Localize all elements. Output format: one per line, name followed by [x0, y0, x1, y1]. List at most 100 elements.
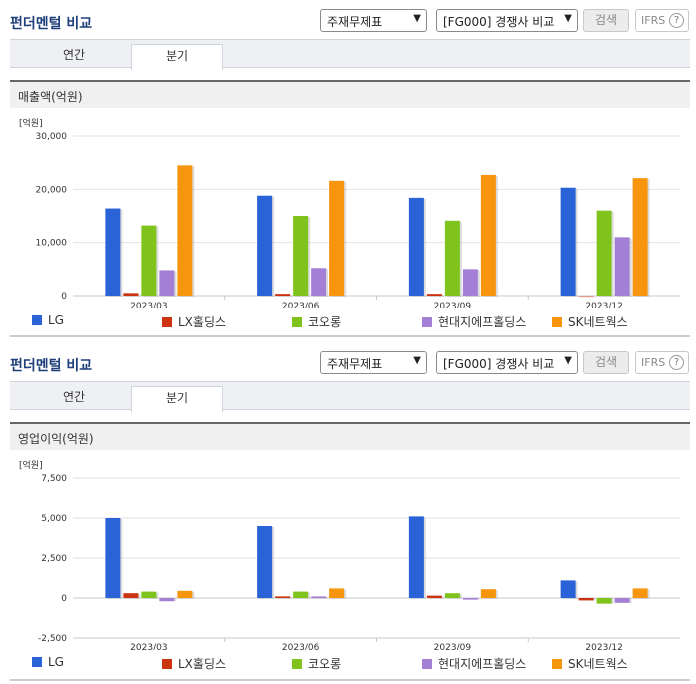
bar-5: [329, 588, 345, 598]
bar-1: [408, 516, 424, 598]
tab-quarterly[interactable]: 분기: [131, 386, 223, 412]
bar-shadow: [277, 295, 293, 297]
statement-select[interactable]: 주재무제표 ▼: [320, 351, 427, 374]
bar-2: [123, 293, 139, 296]
bar-2: [578, 296, 594, 297]
chevron-down-icon: ▼: [564, 13, 572, 24]
legend-item[interactable]: LX홀딩스: [162, 655, 226, 672]
x-category-label: 2023/06: [282, 643, 320, 650]
legend-swatch: [552, 317, 562, 327]
chart-subtitle-bar: 영업이익(억원): [10, 422, 690, 450]
bar-2: [275, 294, 291, 296]
panel-header: 펀더멘털 비교 주재무제표 ▼ [FG000] 경쟁사 비교 ▼ 검색 IFRS…: [0, 0, 696, 38]
bar-1: [560, 580, 576, 598]
chevron-down-icon: ▼: [413, 355, 421, 366]
bar-1: [257, 195, 273, 296]
bar-1: [257, 526, 273, 598]
ifrs-help-button[interactable]: IFRS ?: [635, 9, 689, 32]
bar-2: [123, 593, 139, 598]
bar-2: [426, 595, 442, 598]
tab-annual[interactable]: 연간: [62, 390, 86, 404]
operating-income-chart: [억원] -2,500 0 2,500 5,000 7,500 2023/03 2023/06…: [0, 450, 696, 676]
tab-quarterly[interactable]: 분기: [131, 44, 223, 70]
legend-label: 현대지에프홀딩스: [438, 657, 527, 671]
y-tick-label: 7,500: [41, 474, 67, 484]
legend-swatch: [422, 659, 432, 669]
sales-chart: [억원] 0 10,000 20,000 30,000 2023/03 2023/06 202…: [0, 108, 696, 334]
y-tick-label: 2,500: [41, 554, 67, 564]
divider: [10, 335, 690, 337]
bar-3: [444, 593, 460, 598]
bar-2: [275, 596, 291, 598]
help-icon: ?: [669, 13, 684, 28]
chart-legend: LG LX홀딩스 코오롱 현대지에프홀딩스 SK네트웍스: [0, 655, 696, 675]
legend-swatch: [162, 659, 172, 669]
panel-title: 펀더멘털 비교: [10, 16, 93, 32]
x-category-label: 2023/06: [282, 302, 320, 308]
legend-label: SK네트웍스: [568, 315, 628, 329]
fundamental-panel-operating-income: 펀더멘털 비교 주재무제표 ▼ [FG000] 경쟁사 비교 ▼ 검색 IFRS…: [0, 342, 696, 684]
peer-group-select[interactable]: [FG000] 경쟁사 비교 ▼: [436, 9, 578, 32]
chevron-down-icon: ▼: [564, 355, 572, 366]
bar-1: [560, 187, 576, 296]
legend-item[interactable]: SK네트웍스: [552, 313, 628, 330]
legend-label: LX홀딩스: [178, 657, 227, 671]
bar-3: [141, 225, 157, 296]
chart-subtitle: 매출액(억원): [18, 90, 83, 104]
bar-3: [444, 220, 460, 296]
legend-item[interactable]: LX홀딩스: [162, 313, 226, 330]
period-tabs: 연간 분기: [10, 381, 690, 412]
tab-annual[interactable]: 연간: [62, 48, 86, 62]
legend-item[interactable]: 코오롱: [292, 655, 341, 672]
legend-item[interactable]: LG: [32, 313, 64, 327]
help-icon: ?: [669, 355, 684, 370]
y-tick-label: -2,500: [38, 634, 67, 644]
legend-item[interactable]: 현대지에프홀딩스: [422, 313, 526, 330]
bar-shadow: [428, 295, 444, 297]
fundamental-panel-sales: 펀더멘털 비교 주재무제표 ▼ [FG000] 경쟁사 비교 ▼ 검색 IFRS…: [0, 0, 696, 337]
search-button[interactable]: 검색: [583, 351, 629, 374]
legend-swatch: [292, 317, 302, 327]
legend-item[interactable]: 코오롱: [292, 313, 341, 330]
x-category-label: 2023/09: [434, 643, 472, 650]
legend-swatch: [292, 659, 302, 669]
bar-4: [159, 270, 175, 296]
ifrs-help-button[interactable]: IFRS ?: [635, 351, 689, 374]
legend-item[interactable]: LG: [32, 655, 64, 669]
peer-group-select[interactable]: [FG000] 경쟁사 비교 ▼: [436, 351, 578, 374]
chart-subtitle-bar: 매출액(억원): [10, 80, 690, 108]
y-tick-label: 30,000: [36, 132, 68, 142]
y-tick-label: 0: [61, 594, 67, 604]
legend-swatch: [32, 657, 42, 667]
divider: [10, 679, 690, 681]
legend-label: 코오롱: [308, 315, 342, 329]
bar-shadow: [580, 297, 596, 298]
x-category-label: 2023/12: [585, 643, 622, 650]
bar-3: [141, 591, 157, 598]
bar-4: [311, 268, 327, 296]
legend-item[interactable]: 현대지에프홀딩스: [422, 655, 526, 672]
period-tabs: 연간 분기: [10, 39, 690, 70]
legend-swatch: [552, 659, 562, 669]
chevron-down-icon: ▼: [413, 13, 421, 24]
legend-label: 코오롱: [308, 657, 342, 671]
panel-title: 펀더멘털 비교: [10, 358, 93, 374]
x-category-label: 2023/03: [130, 302, 167, 308]
ifrs-label: IFRS: [641, 14, 666, 27]
operating-income-bar-chart: [억원] -2,500 0 2,500 5,000 7,500 2023/03 2023/06…: [19, 459, 680, 650]
search-button[interactable]: 검색: [583, 9, 629, 32]
bar-5: [329, 180, 345, 296]
statement-select-value: 주재무제표: [327, 15, 383, 29]
legend-label: LX홀딩스: [178, 315, 227, 329]
bar-shadow: [277, 597, 293, 599]
bar-2: [426, 294, 442, 296]
chart-legend: LG LX홀딩스 코오롱 현대지에프홀딩스 SK네트웍스: [0, 313, 696, 333]
bar-4: [311, 596, 327, 598]
legend-item[interactable]: SK네트웍스: [552, 655, 628, 672]
bar-4: [614, 598, 630, 603]
x-category-label: 2023/09: [434, 302, 472, 308]
bar-4: [462, 598, 478, 600]
statement-select[interactable]: 주재무제표 ▼: [320, 9, 427, 32]
bar-1: [105, 518, 121, 598]
legend-label: LG: [48, 655, 64, 669]
